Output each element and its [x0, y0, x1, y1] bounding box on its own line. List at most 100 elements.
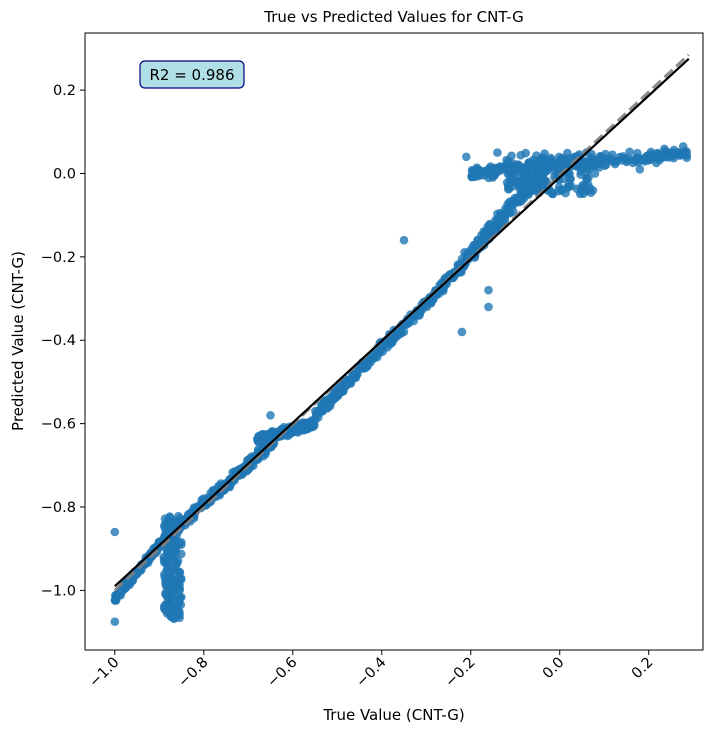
- x-tick-label: −0.8: [175, 655, 211, 691]
- data-point: [595, 151, 605, 161]
- data-point: [544, 184, 554, 194]
- data-point: [378, 343, 387, 353]
- data-point: [168, 521, 177, 530]
- data-point: [536, 155, 545, 164]
- data-point: [368, 353, 378, 362]
- data-point: [682, 153, 691, 162]
- data-point: [165, 572, 175, 581]
- data-point: [457, 327, 467, 337]
- data-point: [312, 411, 321, 421]
- data-point: [343, 375, 352, 385]
- data-point: [523, 169, 532, 179]
- y-tick-label: −1.0: [41, 583, 76, 599]
- data-point: [493, 148, 502, 157]
- data-point: [300, 418, 310, 428]
- data-point: [516, 150, 526, 160]
- data-point: [198, 498, 208, 508]
- r2-annotation-box: [139, 60, 245, 89]
- data-point: [167, 612, 176, 621]
- data-point: [258, 438, 267, 448]
- data-point: [558, 153, 568, 163]
- data-point: [535, 177, 545, 186]
- data-point: [484, 285, 493, 295]
- y-axis-ticks: −1.0 −0.8 −0.6 −0.4 −0.2 0.0 0.2: [41, 83, 85, 599]
- y-tick-label: −0.8: [41, 500, 76, 516]
- data-point: [473, 235, 482, 245]
- data-point: [484, 302, 493, 312]
- data-point: [111, 591, 120, 600]
- data-point: [126, 577, 136, 587]
- data-point: [162, 527, 171, 536]
- data-point: [656, 153, 666, 162]
- data-point: [611, 157, 621, 166]
- data-point: [167, 588, 176, 597]
- x-axis-ticks: −1.0 −0.8 −0.6 −0.4 −0.2 0.0 0.2: [86, 650, 657, 691]
- x-tick-label: −1.0: [86, 655, 122, 691]
- data-point: [622, 156, 632, 165]
- data-point: [582, 186, 592, 195]
- x-tick-label: −0.4: [353, 655, 389, 691]
- data-point: [161, 588, 170, 598]
- data-point: [426, 298, 436, 308]
- data-point: [584, 165, 594, 174]
- x-tick-label: −0.2: [442, 655, 478, 691]
- data-point: [263, 429, 273, 439]
- data-point: [399, 235, 409, 245]
- data-point: [176, 575, 186, 585]
- data-point: [639, 155, 649, 164]
- data-point: [175, 514, 185, 523]
- data-point: [175, 568, 185, 577]
- data-point: [514, 178, 524, 187]
- data-point: [547, 155, 556, 165]
- data-point: [175, 593, 185, 603]
- data-point: [514, 161, 523, 170]
- data-point: [159, 552, 169, 562]
- data-point: [329, 390, 338, 399]
- data-point: [504, 156, 513, 166]
- data-point: [166, 580, 175, 590]
- data-point: [590, 169, 600, 178]
- chart-title: True vs Predicted Values for CNT-G: [263, 8, 524, 26]
- data-point: [462, 152, 471, 162]
- data-point: [483, 165, 493, 175]
- data-point: [161, 544, 171, 554]
- data-point: [362, 361, 372, 370]
- regression-lines: [113, 53, 690, 592]
- data-point: [292, 423, 301, 433]
- x-tick-label: −0.6: [264, 655, 300, 691]
- data-point: [485, 221, 495, 230]
- data-point: [110, 527, 120, 537]
- data-point: [635, 165, 645, 174]
- fit-line: [114, 58, 690, 588]
- data-point: [477, 169, 486, 178]
- y-tick-label: 0.0: [53, 166, 76, 182]
- y-axis-label: Predicted Value (CNT-G): [9, 251, 27, 431]
- scatter-points: [110, 142, 692, 626]
- data-point: [172, 559, 182, 568]
- data-point: [584, 173, 593, 183]
- data-point: [350, 370, 359, 380]
- data-point: [318, 401, 328, 411]
- data-point: [588, 186, 598, 195]
- data-point: [525, 159, 534, 168]
- y-tick-label: −0.2: [41, 250, 76, 266]
- data-point: [170, 550, 180, 560]
- x-tick-label: 0.0: [540, 655, 568, 683]
- data-point: [625, 147, 634, 157]
- r2-annotation-text: R2 = 0.986: [149, 66, 234, 84]
- data-point: [669, 145, 679, 155]
- data-point: [479, 232, 489, 241]
- r2-annotation: R2 = 0.986: [139, 60, 245, 89]
- data-point: [539, 165, 548, 175]
- data-point: [554, 162, 563, 172]
- data-point: [110, 617, 120, 626]
- data-point: [299, 426, 308, 435]
- y-tick-label: 0.2: [53, 83, 76, 99]
- data-point: [508, 173, 517, 182]
- data-point: [388, 336, 398, 346]
- data-point: [503, 207, 512, 216]
- data-point: [266, 411, 275, 420]
- y-tick-label: −0.4: [41, 333, 76, 349]
